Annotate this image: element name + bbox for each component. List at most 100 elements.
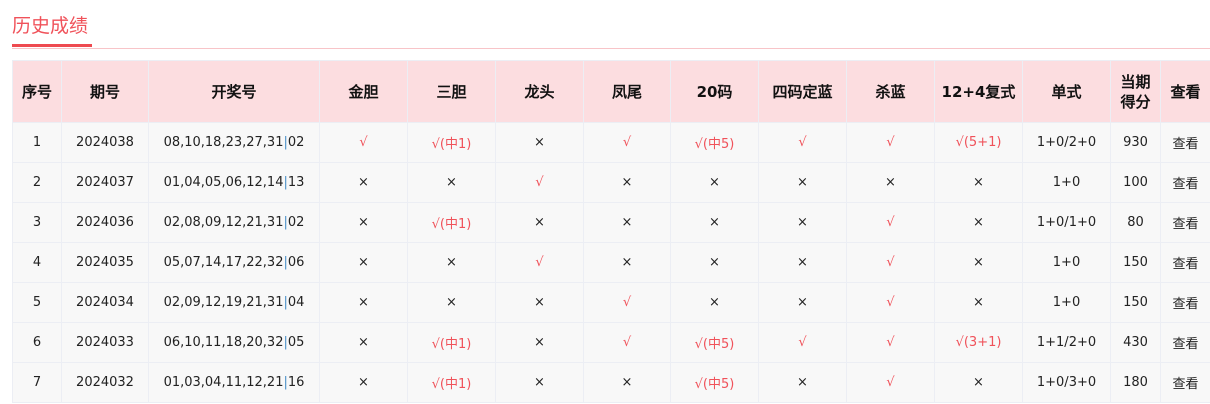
cell-twenty: × [670, 202, 759, 243]
row-draw-numbers: 05,07,14,17,22,32|06 [148, 242, 320, 283]
row-issue: 2024036 [61, 202, 149, 243]
table-header-row: 序号 期号 开奖号 金胆 三胆 龙头 凤尾 20码 四码定蓝 杀蓝 12+4复式 单式 当期得分 查看 [12, 60, 1210, 123]
cell-tail: × [583, 242, 671, 283]
header-four-blue: 四码定蓝 [758, 60, 847, 123]
header-three: 三胆 [407, 60, 496, 123]
view-link[interactable]: 查看 [1160, 162, 1210, 203]
cell-gold: × [319, 162, 408, 203]
table-row: 1 2024038 08,10,18,23,27,31|02 √ √(中1) × √ √(中5… [12, 122, 1210, 163]
cell-three: √(中1) [407, 122, 496, 163]
header-kill-blue: 杀蓝 [846, 60, 935, 123]
cell-head: × [495, 282, 584, 323]
header-index: 序号 [12, 60, 62, 123]
cell-twenty: √(中5) [670, 362, 759, 403]
view-link[interactable]: 查看 [1160, 202, 1210, 243]
row-issue: 2024037 [61, 162, 149, 203]
separator: | [283, 255, 288, 270]
blue-ball: 05 [287, 335, 305, 350]
red-balls: 08,10,18,23,27,31 [163, 135, 284, 150]
separator: | [283, 135, 288, 150]
cell-kill-blue: √ [846, 322, 935, 363]
cell-gold: × [319, 242, 408, 283]
cell-twenty: × [670, 242, 759, 283]
row-score: 180 [1110, 362, 1161, 403]
cell-kill-blue: √ [846, 362, 935, 403]
table-row: 7 2024032 01,03,04,11,12,21|16 × √(中1) × × √(中5… [12, 362, 1210, 403]
header-score: 当期得分 [1110, 60, 1161, 123]
row-issue: 2024032 [61, 362, 149, 403]
row-score: 930 [1110, 122, 1161, 163]
cell-three: √(中1) [407, 322, 496, 363]
blue-ball: 06 [287, 255, 305, 270]
cell-three: × [407, 162, 496, 203]
row-single: 1+0/3+0 [1022, 362, 1111, 403]
row-issue: 2024038 [61, 122, 149, 163]
row-issue: 2024033 [61, 322, 149, 363]
row-index: 1 [12, 122, 62, 163]
table-row: 3 2024036 02,08,09,12,21,31|02 × √(中1) × × × × √ ×… [12, 202, 1210, 243]
cell-three: √(中1) [407, 362, 496, 403]
cell-kill-blue: √ [846, 202, 935, 243]
header-twenty: 20码 [670, 60, 759, 123]
cell-twenty: × [670, 162, 759, 203]
table-row: 6 2024033 06,10,11,18,20,32|05 × √(中1) × √ √(中5… [12, 322, 1210, 363]
blue-ball: 02 [287, 215, 305, 230]
cell-kill-blue: √ [846, 122, 935, 163]
view-link[interactable]: 查看 [1160, 362, 1210, 403]
row-single: 1+0 [1022, 282, 1111, 323]
cell-tail: × [583, 362, 671, 403]
red-balls: 06,10,11,18,20,32 [163, 335, 284, 350]
cell-tail: × [583, 162, 671, 203]
view-link[interactable]: 查看 [1160, 282, 1210, 323]
cell-tail: × [583, 202, 671, 243]
cell-head: × [495, 362, 584, 403]
view-link[interactable]: 查看 [1160, 122, 1210, 163]
row-single: 1+1/2+0 [1022, 322, 1111, 363]
cell-compound: √(3+1) [934, 322, 1023, 363]
cell-three: × [407, 282, 496, 323]
row-single: 1+0 [1022, 242, 1111, 283]
row-draw-numbers: 01,03,04,11,12,21|16 [148, 362, 320, 403]
table-row: 5 2024034 02,09,12,19,21,31|04 × × × √ × × √ × 1+0 1… [12, 282, 1210, 323]
row-score: 80 [1110, 202, 1161, 243]
separator: | [283, 215, 288, 230]
table-row: 2 2024037 01,04,05,06,12,14|13 × × √ × × × × × 1+0 1… [12, 162, 1210, 203]
cell-four-blue: × [758, 362, 847, 403]
cell-head: √ [495, 242, 584, 283]
cell-kill-blue: √ [846, 282, 935, 323]
header-single: 单式 [1022, 60, 1111, 123]
cell-four-blue: × [758, 242, 847, 283]
header-head: 龙头 [495, 60, 584, 123]
cell-kill-blue: × [846, 162, 935, 203]
cell-gold: × [319, 362, 408, 403]
header-gold: 金胆 [319, 60, 408, 123]
row-draw-numbers: 02,08,09,12,21,31|02 [148, 202, 320, 243]
blue-ball: 16 [287, 375, 305, 390]
red-balls: 01,03,04,11,12,21 [163, 375, 284, 390]
row-issue: 2024035 [61, 242, 149, 283]
title-underline [12, 44, 92, 47]
cell-three: √(中1) [407, 202, 496, 243]
row-index: 6 [12, 322, 62, 363]
red-balls: 02,08,09,12,21,31 [163, 215, 284, 230]
cell-four-blue: × [758, 282, 847, 323]
cell-gold: × [319, 202, 408, 243]
view-link[interactable]: 查看 [1160, 242, 1210, 283]
cell-three: × [407, 242, 496, 283]
row-index: 4 [12, 242, 62, 283]
separator: | [283, 335, 288, 350]
cell-tail: √ [583, 122, 671, 163]
cell-four-blue: √ [758, 122, 847, 163]
cell-kill-blue: √ [846, 242, 935, 283]
separator: | [283, 375, 288, 390]
view-link[interactable]: 查看 [1160, 322, 1210, 363]
blue-ball: 04 [287, 295, 305, 310]
row-draw-numbers: 02,09,12,19,21,31|04 [148, 282, 320, 323]
red-balls: 02,09,12,19,21,31 [163, 295, 284, 310]
row-score: 150 [1110, 242, 1161, 283]
row-index: 7 [12, 362, 62, 403]
row-single: 1+0/1+0 [1022, 202, 1111, 243]
cell-head: × [495, 202, 584, 243]
cell-compound: × [934, 362, 1023, 403]
row-issue: 2024034 [61, 282, 149, 323]
